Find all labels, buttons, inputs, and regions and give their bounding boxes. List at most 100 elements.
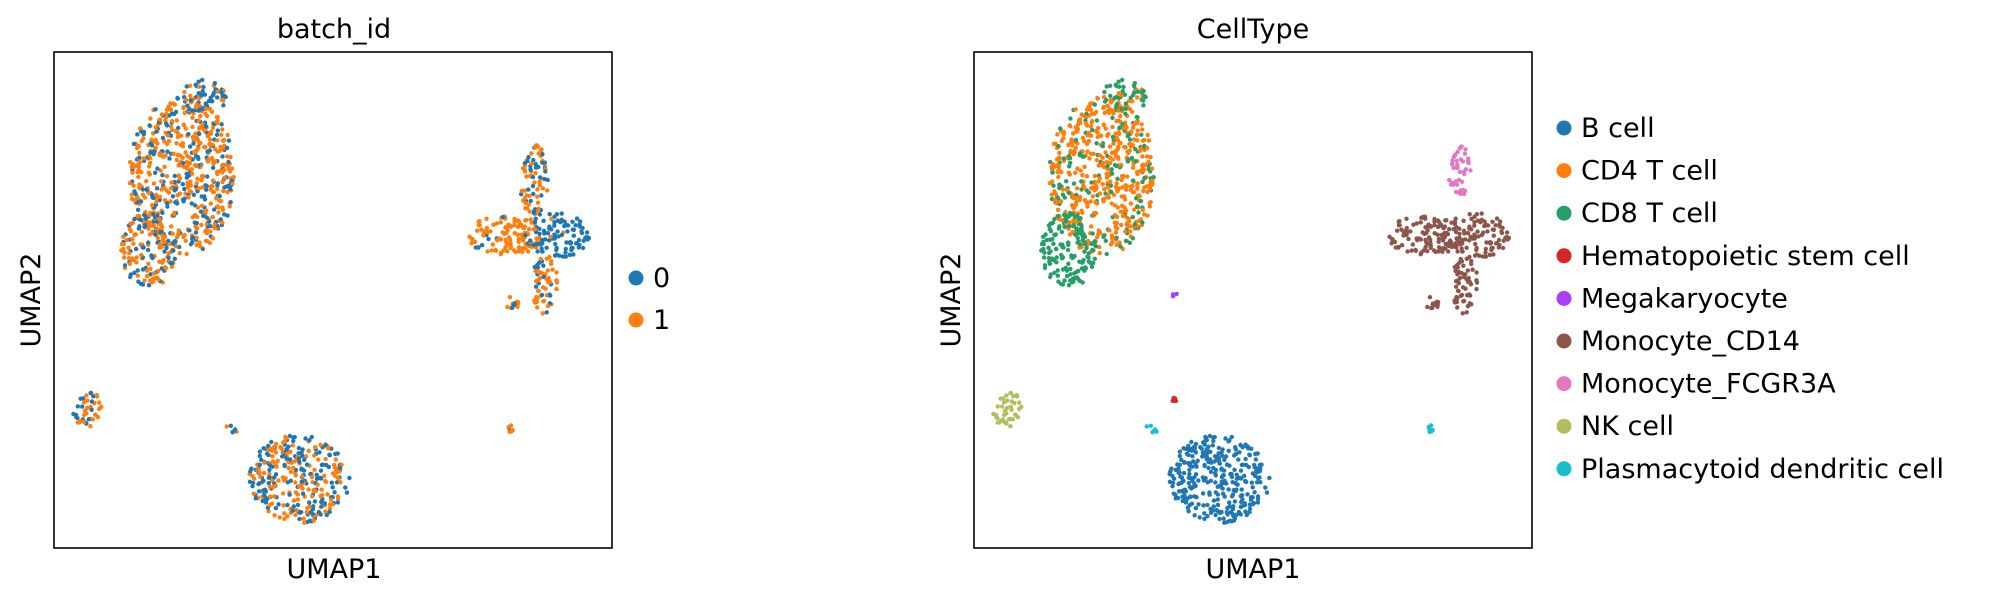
data-point [131,241,136,246]
data-point [1258,480,1263,485]
data-point [1076,277,1081,282]
data-point [1465,279,1471,285]
data-point [1414,221,1420,226]
data-point [172,210,177,216]
data-point [124,237,129,243]
data-point [91,394,96,399]
data-point [329,480,334,485]
data-point [272,494,277,499]
data-point [540,152,545,157]
data-point [1049,192,1055,197]
data-point [520,236,525,242]
data-point [84,393,89,398]
data-point [1140,170,1145,175]
data-point [177,176,182,181]
data-point [1443,233,1448,238]
data-point [202,144,207,150]
data-point [162,164,167,169]
data-point [257,470,262,475]
data-point [1267,475,1272,481]
data-point [1472,223,1477,228]
data-point [1479,232,1485,238]
data-point [574,241,579,246]
data-point [225,213,230,218]
data-point [568,241,573,246]
point-cluster [1443,211,1512,259]
data-point [146,240,151,245]
data-point [157,194,163,200]
data-point [282,516,287,521]
data-point [269,439,274,445]
data-point [1238,442,1243,448]
data-point [532,208,537,214]
data-point [1082,240,1087,245]
data-point [1229,434,1235,440]
data-point [1420,230,1425,235]
data-point [1187,467,1192,473]
data-point [222,212,227,217]
data-point [1456,288,1461,294]
data-point [531,191,536,197]
data-point [208,95,213,100]
data-point [1152,428,1157,433]
data-point [1149,166,1155,171]
data-point [1497,224,1503,229]
point-cluster [182,77,228,117]
data-point [1110,124,1115,130]
data-point [215,95,220,100]
data-point [148,116,153,121]
data-point [569,247,574,253]
data-point [187,144,193,149]
data-point [1100,155,1105,160]
data-point [1070,131,1076,136]
data-point [318,475,323,481]
data-point [189,171,195,176]
data-point [322,473,327,478]
data-point [322,501,327,506]
data-point [485,249,490,254]
data-point [181,104,186,110]
data-point [147,123,152,128]
data-point [1145,154,1150,159]
data-point [1097,244,1102,250]
data-point [543,169,548,174]
data-point [208,229,213,234]
data-point [1075,235,1081,241]
data-point [1222,520,1227,525]
data-point [1008,390,1014,396]
data-point [1136,210,1141,215]
data-point [1409,248,1415,253]
data-point [1133,159,1138,164]
data-point [1100,197,1106,202]
data-point [183,150,188,155]
data-point [185,185,191,190]
data-point [153,145,158,150]
data-point [1017,400,1022,405]
data-point [1146,138,1152,143]
data-point [158,151,163,156]
data-point [151,279,156,284]
data-point [1128,201,1134,206]
data-point [174,201,180,206]
data-point [1232,467,1237,472]
data-point [1011,394,1016,399]
data-point [1468,293,1473,298]
data-point [263,489,268,494]
point-cluster [1047,94,1156,257]
data-point [142,212,147,218]
data-point [1455,162,1460,167]
data-point [210,178,216,183]
data-point [1047,256,1053,261]
data-point [139,252,144,258]
data-point [1190,454,1195,459]
data-point [193,148,199,154]
data-point [1140,127,1145,132]
data-point [210,214,215,220]
data-point [1148,200,1153,205]
data-point [272,475,277,480]
data-point [1424,240,1429,245]
data-point [1071,222,1077,228]
data-point [1454,158,1459,163]
data-point [215,181,220,186]
data-point [318,468,324,473]
